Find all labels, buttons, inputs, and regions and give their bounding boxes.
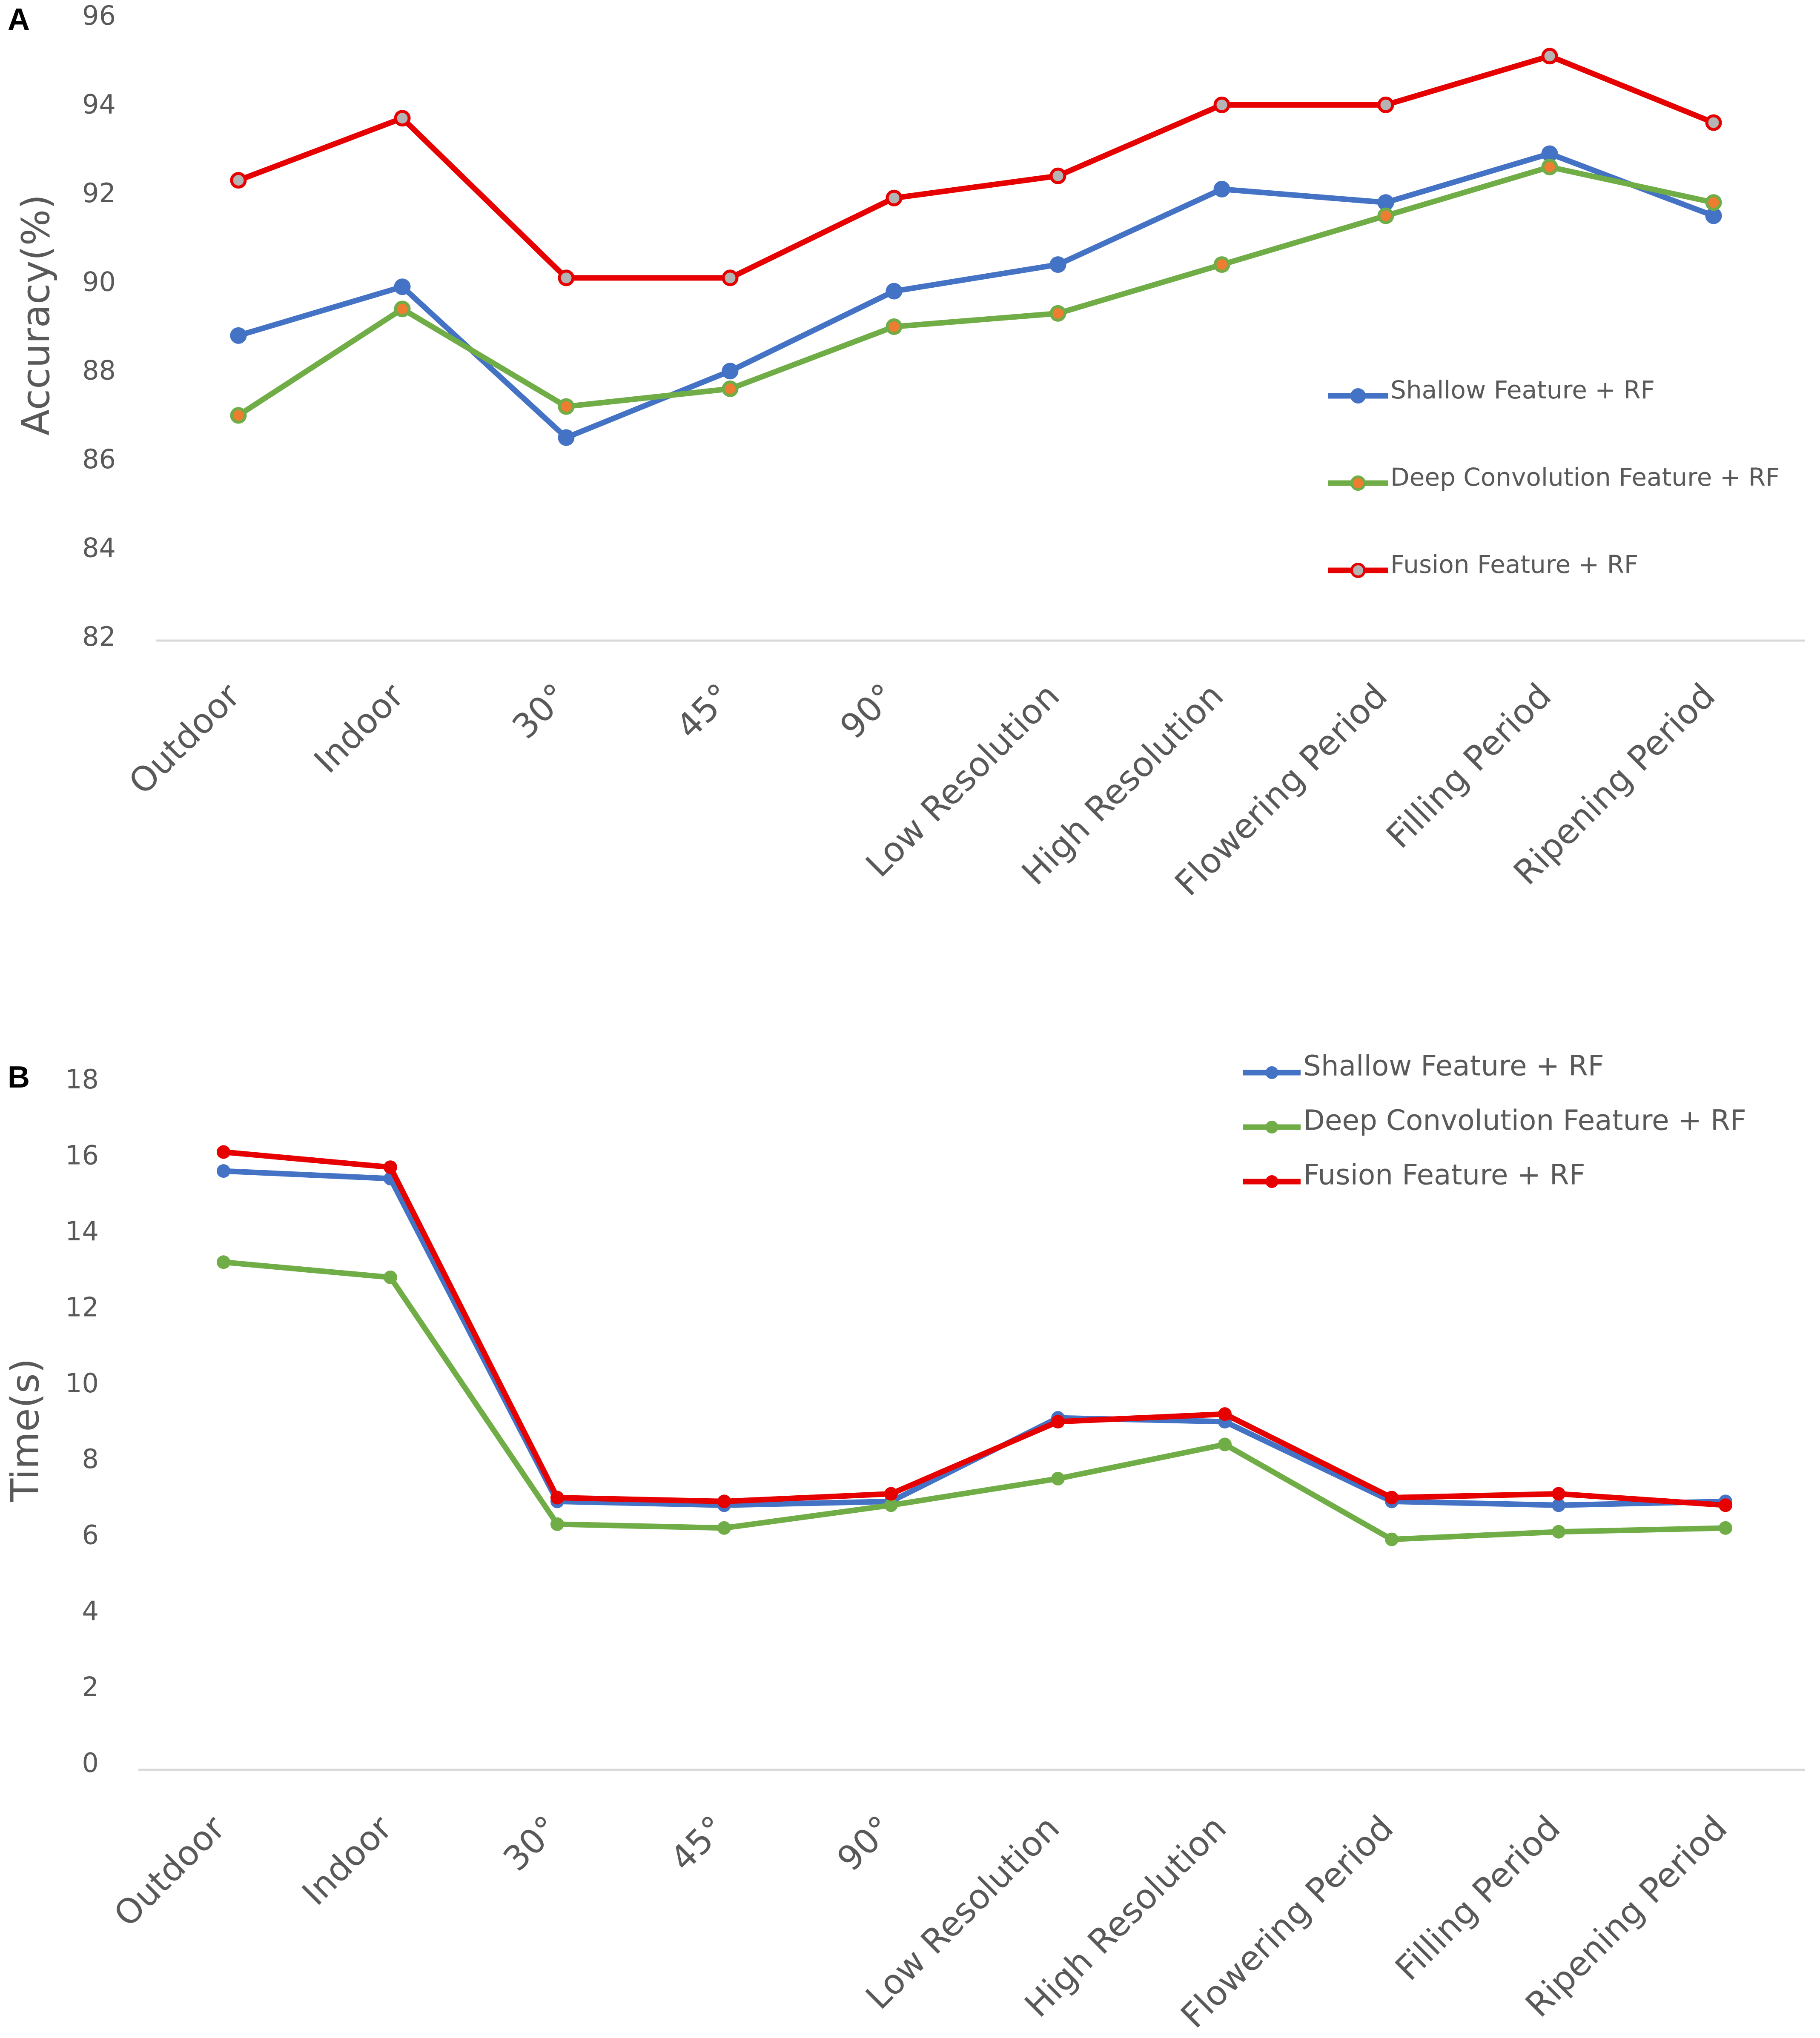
data-point-shallow-feature-rf	[230, 327, 247, 344]
data-point-fusion-feature-rf	[1552, 1487, 1565, 1501]
data-point-deep-convolution-feature-rf	[558, 398, 575, 415]
data-point-deep-convolution-feature-rf	[722, 380, 739, 397]
data-point-fusion-feature-rf	[884, 1487, 898, 1501]
y-tick-label: 2	[82, 1672, 99, 1703]
legend-label: Deep Convolution Feature + RF	[1303, 1104, 1746, 1137]
data-point-deep-convolution-feature-rf	[1552, 1525, 1565, 1539]
data-point-fusion-feature-rf	[1051, 1415, 1065, 1428]
data-point-shallow-feature-rf	[1049, 256, 1066, 273]
data-point-fusion-feature-rf	[1213, 96, 1230, 113]
legend-label: Shallow Feature + RF	[1390, 375, 1655, 404]
data-point-shallow-feature-rf	[1213, 180, 1230, 198]
y-tick-label: 90	[82, 266, 116, 297]
data-point-fusion-feature-rf	[722, 269, 739, 286]
data-point-deep-convolution-feature-rf	[1213, 256, 1230, 273]
data-point-fusion-feature-rf	[550, 1491, 564, 1505]
series-line-deep-convolution-feature-rf	[221, 1259, 1728, 1543]
data-point-shallow-feature-rf	[1552, 1498, 1565, 1512]
data-point-shallow-feature-rf	[722, 363, 739, 380]
y-tick-label: 18	[65, 1064, 99, 1095]
y-tick-label: 0	[82, 1747, 99, 1778]
y-tick-label: 8	[82, 1443, 99, 1474]
y-tick-label: 4	[82, 1595, 99, 1626]
y-tick-label: 86	[82, 444, 116, 475]
data-point-fusion-feature-rf	[230, 172, 247, 189]
data-point-fusion-feature-rf	[717, 1494, 731, 1508]
data-point-deep-convolution-feature-rf	[1385, 1532, 1399, 1546]
legend-swatch-marker	[1350, 475, 1366, 491]
y-tick-label: 82	[82, 621, 116, 652]
data-point-deep-convolution-feature-rf	[1377, 207, 1394, 224]
y-tick-label: 96	[82, 0, 116, 31]
data-point-shallow-feature-rf	[1377, 194, 1394, 211]
data-point-deep-convolution-feature-rf	[1541, 158, 1558, 175]
legend-swatch-marker	[1350, 388, 1366, 404]
data-point-deep-convolution-feature-rf	[230, 407, 247, 424]
panel-b-y-axis-label: Time(s)	[3, 1358, 48, 1502]
series-line-fusion-feature-rf	[235, 53, 1717, 281]
data-point-deep-convolution-feature-rf	[717, 1521, 731, 1535]
data-point-fusion-feature-rf	[1218, 1407, 1232, 1421]
series-line-fusion-feature-rf	[221, 1149, 1728, 1508]
y-tick-label: 88	[82, 355, 116, 386]
series-line-shallow-feature-rf	[235, 151, 1717, 441]
legend-swatch-marker	[1265, 1066, 1278, 1079]
series-line-deep-convolution-feature-rf	[235, 164, 1717, 418]
data-point-deep-convolution-feature-rf	[217, 1255, 230, 1269]
data-point-deep-convolution-feature-rf	[1218, 1437, 1232, 1451]
data-point-deep-convolution-feature-rf	[384, 1270, 397, 1284]
y-tick-label: 16	[65, 1139, 99, 1171]
panel-b-label: B	[8, 1060, 30, 1094]
data-point-shallow-feature-rf	[1541, 145, 1558, 162]
legend-swatch-marker	[1350, 563, 1366, 578]
y-tick-label: 84	[82, 532, 116, 564]
y-tick-label: 10	[65, 1368, 99, 1399]
data-point-fusion-feature-rf	[217, 1145, 230, 1159]
data-point-fusion-feature-rf	[558, 269, 575, 286]
legend-label: Shallow Feature + RF	[1303, 1050, 1604, 1082]
data-point-deep-convolution-feature-rf	[1719, 1521, 1732, 1535]
legend-swatch-marker	[1265, 1175, 1278, 1188]
data-point-deep-convolution-feature-rf	[886, 318, 903, 335]
data-point-fusion-feature-rf	[886, 189, 903, 206]
data-point-deep-convolution-feature-rf	[1049, 305, 1066, 322]
y-tick-label: 6	[82, 1520, 99, 1551]
y-tick-label: 94	[82, 89, 116, 120]
panel-a-y-axis-label: Accuracy(%)	[14, 195, 58, 436]
legend-label: Fusion Feature + RF	[1390, 550, 1638, 579]
panel-a-label: A	[8, 3, 30, 37]
data-point-deep-convolution-feature-rf	[1705, 194, 1722, 211]
data-point-fusion-feature-rf	[1705, 114, 1722, 131]
legend-swatch-marker	[1265, 1121, 1278, 1133]
legend-label: Fusion Feature + RF	[1303, 1159, 1585, 1191]
legend-label: Deep Convolution Feature + RF	[1390, 463, 1780, 492]
data-point-shallow-feature-rf	[1705, 207, 1722, 224]
data-point-deep-convolution-feature-rf	[1051, 1471, 1065, 1486]
y-tick-label: 14	[65, 1216, 99, 1247]
data-point-deep-convolution-feature-rf	[394, 301, 411, 318]
data-point-fusion-feature-rf	[384, 1160, 397, 1174]
data-point-fusion-feature-rf	[1385, 1491, 1399, 1505]
y-tick-label: 12	[65, 1291, 99, 1322]
data-point-shallow-feature-rf	[217, 1164, 230, 1178]
data-point-fusion-feature-rf	[1377, 96, 1394, 113]
data-point-deep-convolution-feature-rf	[884, 1498, 898, 1512]
data-point-shallow-feature-rf	[394, 278, 411, 295]
data-point-fusion-feature-rf	[394, 110, 411, 127]
data-point-shallow-feature-rf	[886, 283, 903, 300]
data-point-fusion-feature-rf	[1719, 1498, 1732, 1512]
data-point-fusion-feature-rf	[1541, 48, 1558, 65]
data-point-shallow-feature-rf	[558, 429, 575, 446]
y-tick-label: 92	[82, 177, 116, 209]
data-point-fusion-feature-rf	[1049, 167, 1066, 184]
data-point-deep-convolution-feature-rf	[550, 1517, 564, 1531]
